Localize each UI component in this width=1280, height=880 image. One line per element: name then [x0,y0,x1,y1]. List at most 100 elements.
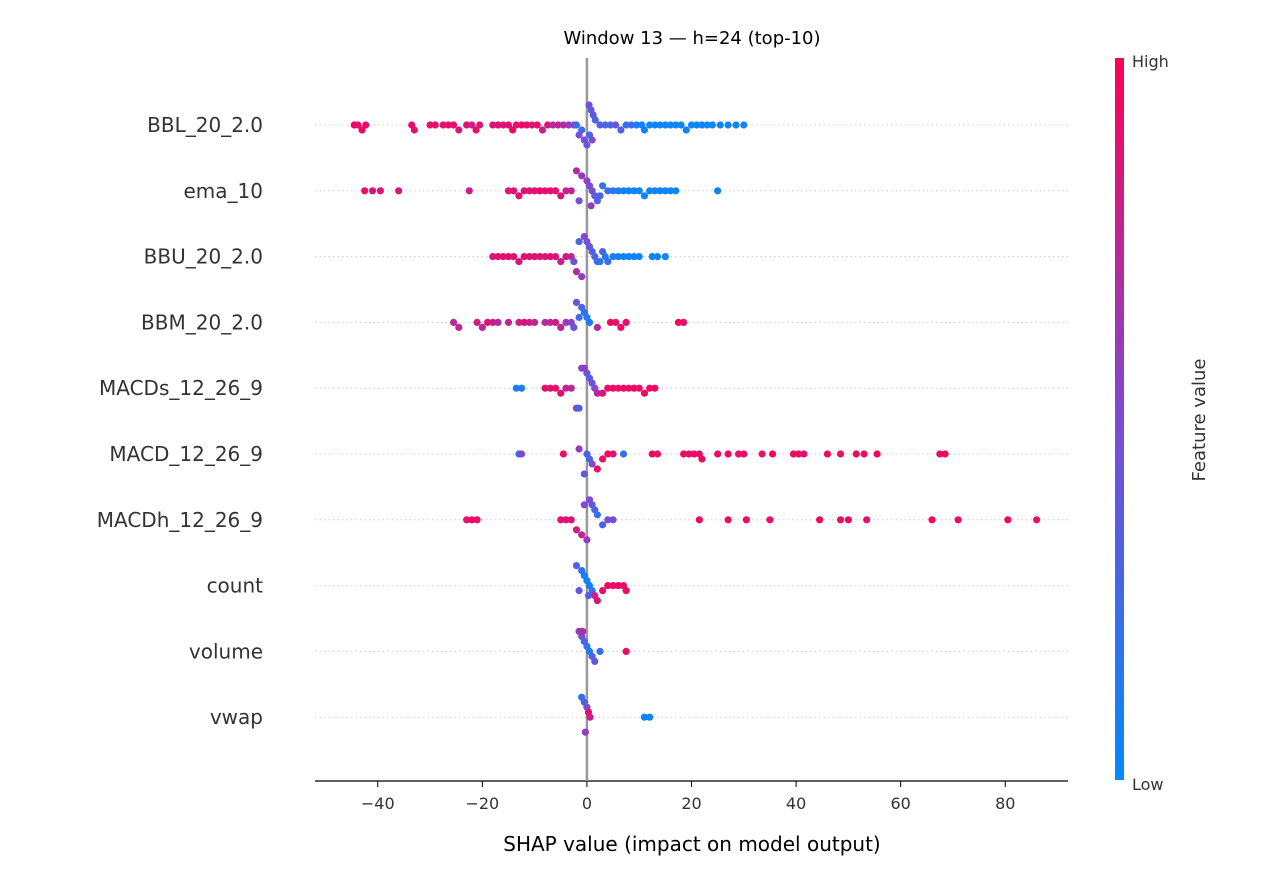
feature-label: MACDs_12_26_9 [99,376,263,400]
shap-point [585,318,594,326]
shap-point [609,253,617,261]
shap-point [586,713,594,721]
shap-point [431,121,439,129]
shap-point [823,450,832,458]
shap-point [703,121,711,129]
shap-point [468,516,476,524]
shap-point [674,318,683,326]
shap-point [714,187,722,195]
shap-point [599,587,607,595]
shap-point [463,121,471,129]
shap-point [708,121,717,129]
shap-point [651,121,659,129]
shap-point [860,450,868,458]
colorbar-high-label: High [1132,52,1169,71]
feature-label: MACD_12_26_9 [109,442,263,466]
shap-point [614,253,622,261]
shap-point [614,582,622,590]
shap-point [455,323,463,331]
shap-point [680,450,688,458]
shap-point [575,404,583,412]
shap-point [551,318,560,326]
shap-point [449,318,458,326]
shap-point [562,318,570,326]
shap-point [499,253,507,261]
shap-point [509,126,517,134]
shap-point [515,192,523,200]
feature-rows: BBL_20_2.0 ema_10 BBU_20_2.0 BBM_20_2.0 MACD… [97,113,1068,729]
shap-point [604,516,612,524]
shap-point [604,187,612,195]
shap-point [504,253,513,261]
shap-point [646,384,654,392]
shap-point [630,253,638,261]
shap-point [510,187,518,195]
shap-point [465,187,473,195]
shap-point [604,582,612,590]
shap-point [583,536,591,544]
shap-point [567,187,575,195]
shap-point [651,187,659,195]
shap-point [646,187,654,195]
shap-point [536,253,544,261]
shap-point [515,258,523,266]
shap-point [724,516,732,524]
shap-point [928,516,936,524]
shap-point [583,141,591,149]
shap-point [575,238,583,246]
shap-point [653,253,662,261]
x-tick-label: −40 [361,794,395,813]
shap-point [599,455,607,463]
shap-point [575,313,583,321]
shap-point [1033,516,1041,524]
shap-point [525,318,533,326]
shap-point [510,253,518,261]
x-tick-label: 40 [786,794,806,813]
shap-point [617,126,625,134]
shap-point [630,384,638,392]
shap-point [816,516,824,524]
shap-point [562,384,570,392]
shap-point [559,450,567,458]
feature-label: ema_10 [184,179,264,203]
shap-point [604,450,612,458]
shap-point [609,516,617,524]
shap-point [622,587,630,595]
shap-point [609,384,617,392]
x-tick-label: 0 [582,794,592,813]
shap-point [472,126,480,134]
shap-point [651,384,659,392]
shap-point [635,253,643,261]
shap-points [350,101,1041,736]
shap-point [666,187,675,195]
shap-point [562,187,570,195]
shap-point [504,121,513,129]
shap-point [714,450,722,458]
shap-point [567,384,575,392]
shap-point [593,597,601,605]
shap-point [593,465,601,473]
shap-point [698,455,706,463]
shap-point [494,253,502,261]
shap-point [520,253,528,261]
shap-point [473,516,481,524]
shap-point [562,253,570,261]
shap-point [627,121,635,129]
shap-point [596,258,604,266]
shap-point [640,126,649,134]
x-axis-ticks: −40 −20 0 20 40 60 80 [361,781,1015,813]
shap-point [653,450,662,458]
shap-point [578,126,586,134]
shap-point [640,192,649,200]
shap-point [572,526,581,534]
shap-point [557,516,565,524]
shap-point [581,728,589,736]
shap-point [554,121,562,129]
shap-point [368,187,377,195]
shap-point [504,187,513,195]
shap-point [557,323,565,331]
feature-label: count [207,574,264,598]
shap-point [619,253,628,261]
shap-point [742,516,751,524]
